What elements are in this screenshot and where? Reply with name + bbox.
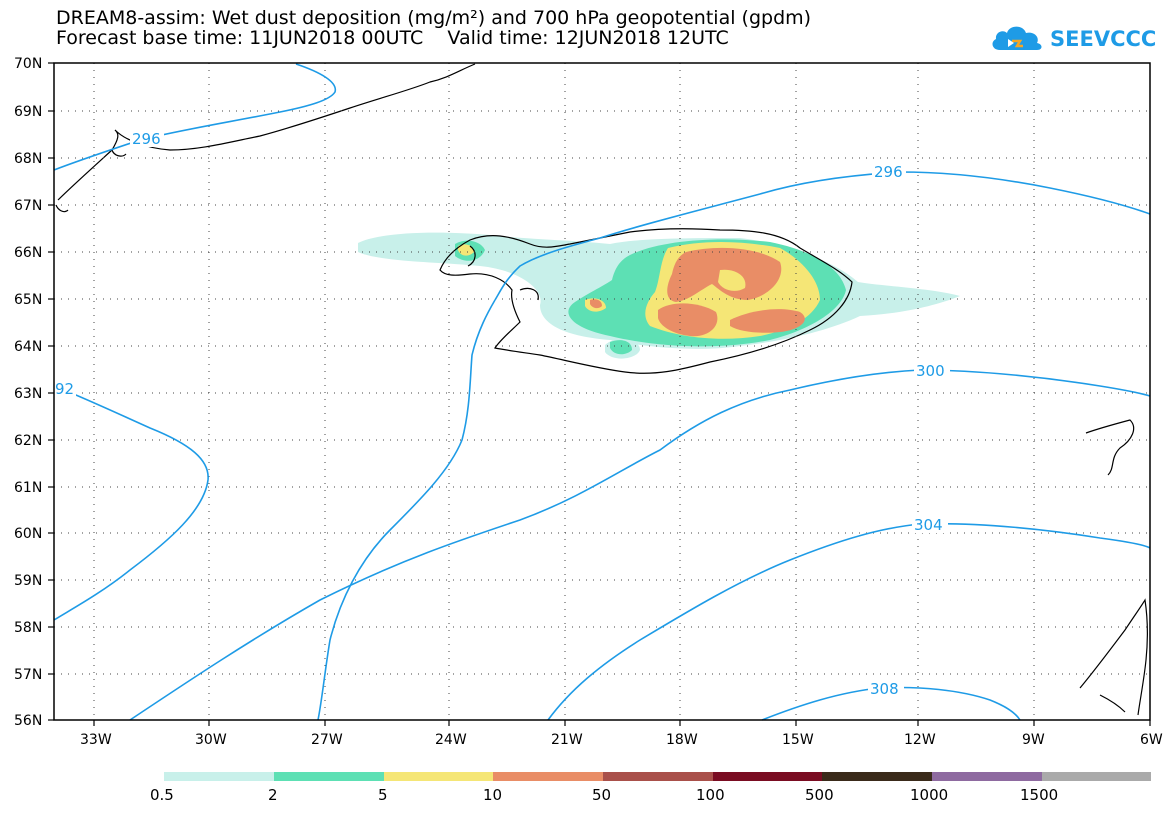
lat-label: 57N	[14, 667, 42, 683]
dust-shading	[358, 232, 960, 359]
contour-label-300: 300	[916, 362, 945, 380]
contour-300	[129, 369, 1151, 721]
contour-label-296: 296	[874, 163, 903, 181]
legend-label: 2	[268, 786, 278, 804]
lon-label: 21W	[551, 732, 583, 748]
contour-292	[53, 385, 209, 621]
lat-label: 62N	[14, 433, 42, 449]
legend-label: 100	[696, 786, 725, 804]
lat-label: 63N	[14, 386, 42, 402]
lat-label: 68N	[14, 151, 42, 167]
contour-label-296-north: 296	[132, 130, 161, 148]
contour-308	[761, 686, 1021, 721]
legend-swatch	[384, 772, 493, 781]
lat-label: 69N	[14, 104, 42, 120]
coastlines	[55, 63, 1148, 716]
title-line-2: Forecast base time: 11JUN2018 00UTC Vali…	[56, 27, 729, 49]
lat-label: 70N	[14, 56, 42, 72]
lat-label: 60N	[14, 526, 42, 542]
contour-labels: 296 296 92 300 304 308	[54, 129, 950, 698]
geopotential-contours	[53, 63, 1151, 721]
contour-304	[547, 522, 1151, 721]
legend-label: 0.5	[150, 786, 174, 804]
tick-marks	[48, 62, 1151, 726]
lon-label: 9W	[1022, 732, 1045, 748]
title-line-1: DREAM8-assim: Wet dust deposition (mg/m²…	[56, 7, 812, 29]
legend-label: 10	[483, 786, 502, 804]
lon-label: 27W	[311, 732, 343, 748]
contour-label-304: 304	[914, 516, 943, 534]
lon-label: 18W	[666, 732, 698, 748]
lon-label: 24W	[435, 732, 467, 748]
legend-swatch	[274, 772, 384, 781]
legend-swatch	[493, 772, 603, 781]
cloud-icon	[992, 26, 1042, 50]
lon-label: 12W	[904, 732, 936, 748]
lat-label: 59N	[14, 573, 42, 589]
lat-label: 61N	[14, 480, 42, 496]
lat-label: 56N	[14, 713, 42, 729]
legend-label: 50	[592, 786, 611, 804]
contour-label-308: 308	[870, 680, 899, 698]
legend-label: 500	[805, 786, 834, 804]
lat-label: 58N	[14, 620, 42, 636]
legend-swatch	[932, 772, 1042, 781]
legend-swatch	[713, 772, 822, 781]
legend-colorbar	[164, 772, 1151, 781]
legend-label: 5	[378, 786, 388, 804]
logo-text: SEEVCCC	[1050, 27, 1157, 51]
contour-label-292: 92	[55, 380, 74, 398]
lon-label: 30W	[195, 732, 227, 748]
lat-label: 67N	[14, 198, 42, 214]
map-title: DREAM8-assim: Wet dust deposition (mg/m²…	[56, 8, 811, 48]
map-frame	[53, 62, 1151, 721]
contour-296-sw	[317, 299, 496, 721]
contour-296-north	[53, 63, 336, 171]
lat-label: 64N	[14, 339, 42, 355]
legend-label: 1000	[910, 786, 948, 804]
legend-labels: 0.5 2 5 10 50 100 500 1000 1500	[150, 786, 1058, 804]
graticule	[54, 63, 1150, 720]
lon-label: 6W	[1140, 732, 1163, 748]
legend-label: 1500	[1020, 786, 1058, 804]
longitude-labels: 33W 30W 27W 24W 21W 18W 15W 12W 9W 6W	[80, 732, 1163, 748]
legend-swatch	[164, 772, 274, 781]
legend-swatch	[1042, 772, 1151, 781]
legend-swatch	[822, 772, 932, 781]
contour-296	[494, 171, 1151, 301]
lon-label: 33W	[80, 732, 112, 748]
lon-label: 15W	[782, 732, 814, 748]
lat-label: 66N	[14, 245, 42, 261]
legend-swatch	[603, 772, 713, 781]
seevccc-logo: SEEVCCC	[990, 22, 1170, 54]
lat-label: 65N	[14, 292, 42, 308]
latitude-labels: 56N 57N 58N 59N 60N 61N 62N 63N 64N 65N …	[14, 56, 42, 729]
